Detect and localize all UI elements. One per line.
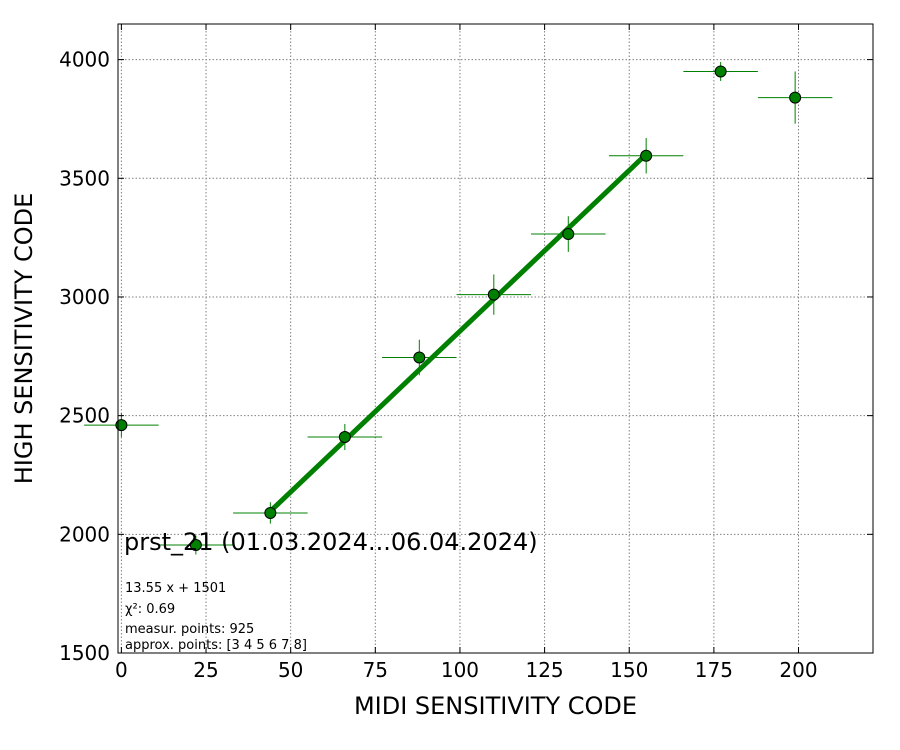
fit-equation: 13.55 x + 1501 xyxy=(125,581,226,596)
data-point xyxy=(640,149,653,162)
x-tick-label: 175 xyxy=(695,658,733,682)
measured-points-count: measur. points: 925 xyxy=(125,622,254,637)
y-tick-label: 2000 xyxy=(59,522,110,546)
data-point xyxy=(338,431,351,444)
axis-ticks xyxy=(118,24,873,654)
x-tick-label: 125 xyxy=(525,658,563,682)
y-tick-label: 4000 xyxy=(59,48,110,72)
chart-title: prst_21 (01.03.2024...06.04.2024) xyxy=(124,528,538,556)
fit-line-group xyxy=(267,151,649,514)
x-tick-label: 200 xyxy=(779,658,817,682)
data-point xyxy=(264,506,277,519)
data-point xyxy=(562,228,575,241)
data-point xyxy=(413,351,426,364)
data-point xyxy=(487,288,500,301)
approx-points-list: approx. points: [3 4 5 6 7 8] xyxy=(125,638,307,653)
x-tick-label: 75 xyxy=(363,658,388,682)
fit-line xyxy=(267,151,649,514)
y-tick-label: 1500 xyxy=(59,641,110,665)
x-tick-label: 150 xyxy=(610,658,648,682)
plot-frame xyxy=(117,23,874,654)
x-tick-label: 0 xyxy=(115,658,128,682)
data-point xyxy=(714,65,727,78)
y-tick-label: 3000 xyxy=(59,285,110,309)
x-tick-label: 100 xyxy=(441,658,479,682)
x-tick-label: 50 xyxy=(278,658,303,682)
data-point xyxy=(789,91,802,104)
data-point xyxy=(115,419,128,432)
chi-square: χ²: 0.69 xyxy=(125,602,175,617)
y-axis-label: HIGH SENSITIVITY CODE xyxy=(10,193,38,485)
x-axis-label: MIDI SENSITIVITY CODE xyxy=(354,692,637,720)
data-points xyxy=(84,61,833,555)
x-tick-label: 25 xyxy=(193,658,218,682)
data-point xyxy=(189,539,202,552)
y-tick-label: 3500 xyxy=(59,166,110,190)
y-tick-label: 2500 xyxy=(59,404,110,428)
